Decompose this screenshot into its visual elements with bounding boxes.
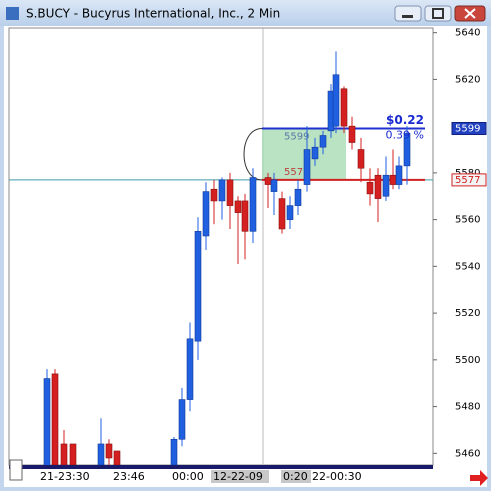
axis-marker-label: 5599 (455, 123, 480, 134)
maximize-icon (432, 8, 444, 19)
candle-body (270, 179, 278, 192)
scroll-box[interactable] (9, 459, 23, 481)
candle-body (43, 378, 51, 465)
change-label: $0.22 (386, 113, 424, 127)
candle-body (226, 179, 234, 206)
candle-body (357, 149, 365, 169)
y-tick-label: 5580 (455, 168, 480, 179)
candle-body (403, 132, 411, 167)
candle-body (382, 174, 390, 197)
candle-body (340, 88, 348, 127)
scroll-arrow[interactable] (470, 470, 488, 486)
candle-body (249, 177, 257, 232)
candle-body (303, 149, 311, 185)
candle-body (264, 177, 272, 185)
x-tick-label: 00:00 (172, 470, 204, 483)
candle-body (60, 443, 68, 465)
axis-marker-label: 5577 (455, 175, 480, 186)
x-label-highlight (281, 470, 311, 483)
x-axis-bar (9, 465, 433, 469)
app-icon (6, 7, 19, 20)
candle-body (170, 438, 178, 465)
candle-body (294, 188, 302, 206)
measure-start-label: 557 (284, 167, 303, 178)
candle-body (332, 74, 340, 127)
candle-body (234, 200, 242, 213)
candle-body (178, 399, 186, 440)
minimize-icon (402, 15, 413, 18)
measure-end-label: 5599 (284, 131, 309, 142)
y-tick-label: 5460 (455, 448, 480, 459)
candle-body (348, 125, 356, 143)
candle-body (113, 450, 121, 465)
x-tick-label: 22-00:30 (312, 470, 362, 483)
candle-body (97, 443, 105, 465)
x-tick-label: 23:46 (113, 470, 145, 483)
candle-body (389, 174, 397, 185)
candle-body (395, 165, 403, 185)
candle-body (218, 179, 226, 202)
x-tick-label: 0:20 (283, 470, 308, 483)
candle-body (311, 146, 319, 160)
candle-body (278, 198, 286, 230)
y-tick-label: 5540 (455, 261, 480, 272)
candle-body (105, 443, 113, 459)
x-tick-label: 12-22-09 (213, 470, 263, 483)
x-tick-label: 21-23:30 (40, 470, 90, 483)
candle-body (366, 181, 374, 195)
candle-body (374, 174, 382, 199)
plot-area (8, 27, 434, 466)
y-tick-label: 5560 (455, 215, 480, 226)
candle-body (69, 443, 77, 465)
candle-body (202, 191, 210, 237)
y-tick-label: 5520 (455, 308, 480, 319)
y-tick-label: 5640 (455, 28, 480, 39)
candle-body (194, 231, 202, 342)
candle-body (210, 188, 218, 202)
candle-body (241, 200, 249, 232)
minimize-button[interactable] (394, 5, 422, 22)
y-tick-label: 5480 (455, 402, 480, 413)
axis-marker (451, 121, 487, 135)
maximize-button[interactable] (424, 5, 452, 22)
y-tick-label: 5620 (455, 74, 480, 85)
axis-marker (451, 173, 487, 187)
candle-body (319, 135, 327, 148)
percent-label: 0.39 % (386, 128, 424, 141)
close-icon (464, 8, 476, 19)
candle-body (286, 205, 294, 220)
x-label-highlight (211, 470, 269, 483)
y-tick-label: 5500 (455, 355, 480, 366)
window-title: S.BUCY - Bucyrus International, Inc., 2 … (26, 7, 280, 21)
candle-body (186, 338, 194, 400)
candle-body (51, 373, 59, 465)
